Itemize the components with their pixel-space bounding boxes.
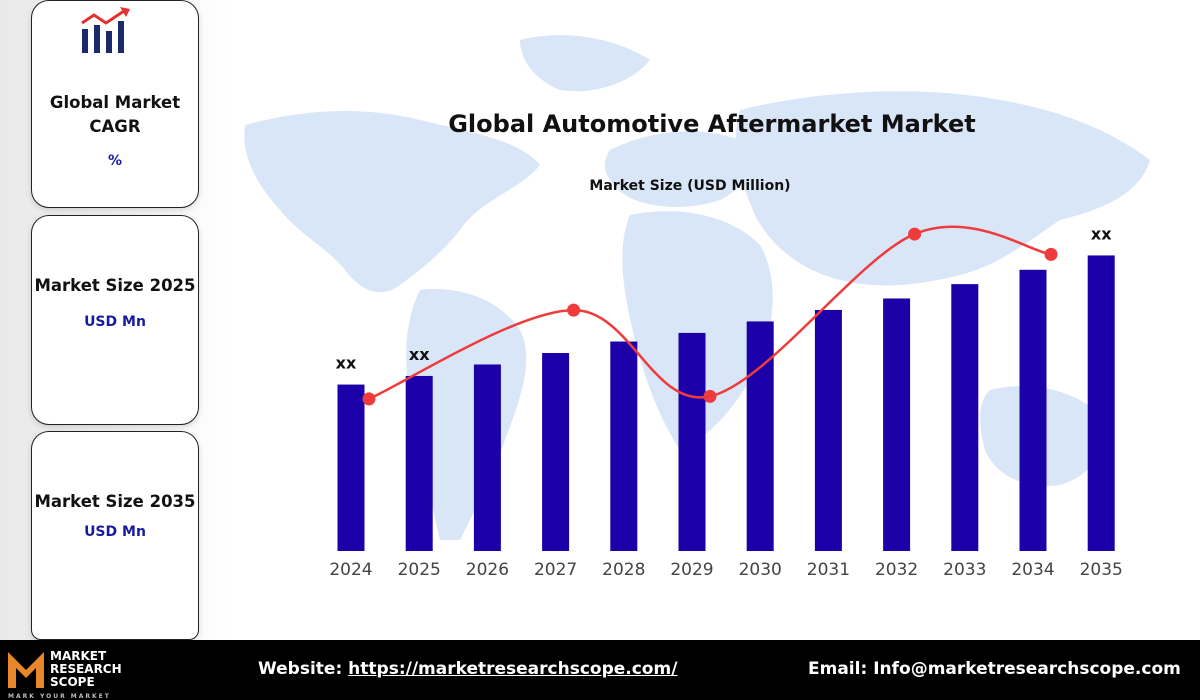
x-tick-2035: 2035 <box>1080 560 1123 580</box>
x-tick-2033: 2033 <box>943 560 986 580</box>
logo-line-1: MARKET <box>50 649 107 663</box>
x-tick-2032: 2032 <box>875 560 918 580</box>
x-tick-2027: 2027 <box>534 560 577 580</box>
trend-line <box>362 225 1058 406</box>
x-tick-2029: 2029 <box>670 560 713 580</box>
data-label-2035: xx <box>1091 224 1112 243</box>
x-tick-2034: 2034 <box>1011 560 1054 580</box>
cagr-card-title: Global Market CAGR <box>49 93 181 136</box>
trend-point-2032 <box>908 227 922 241</box>
bar-2031 <box>814 309 842 551</box>
growth-chart-icon <box>81 7 130 53</box>
email-info: Email: Info@marketresearchscope.com <box>808 659 1181 679</box>
logo-tagline: MARK YOUR MARKET <box>8 693 111 700</box>
market-size-2035-title: Market Size 2035 <box>34 492 196 511</box>
world-map-background <box>244 35 1150 540</box>
company-logo: MARKET RESEARCH SCOPE MARK YOUR MARKET <box>6 644 146 700</box>
website-link[interactable]: https://marketresearchscope.com/ <box>348 659 678 679</box>
bar-2024 <box>337 384 365 551</box>
chart-title: Global Automotive Aftermarket Market <box>448 110 976 138</box>
trend-point-2034 <box>1044 247 1058 261</box>
bar-2027 <box>542 353 570 551</box>
data-label-2025: xx <box>409 345 430 364</box>
x-axis-ticks: 2024 2025 2026 2027 2028 2029 2030 2031 2032 2033… <box>329 560 1122 580</box>
bar-2034 <box>1019 269 1047 551</box>
market-size-2025-unit: USD Mn <box>84 314 146 330</box>
cagr-card: Global Market CAGR % <box>31 0 199 208</box>
email-label: Email: <box>808 659 868 679</box>
market-size-2025-card: Market Size 2025 USD Mn <box>31 215 199 425</box>
market-size-2035-card: Market Size 2035 USD Mn <box>31 431 199 640</box>
x-tick-2025: 2025 <box>398 560 441 580</box>
x-tick-2031: 2031 <box>807 560 850 580</box>
chart-subtitle: Market Size (USD Million) <box>589 178 790 194</box>
bar-2035 <box>1087 255 1115 551</box>
website-info: Website: https://marketresearchscope.com… <box>258 659 677 679</box>
bar-2028 <box>610 341 638 551</box>
logo-m-icon <box>8 652 44 688</box>
trend-point-2029 <box>703 389 717 403</box>
x-tick-2026: 2026 <box>466 560 509 580</box>
data-labels: xx xx xx <box>336 224 1113 372</box>
logo-line-3: SCOPE <box>50 675 95 689</box>
logo-line-2: RESEARCH <box>50 662 122 676</box>
bars <box>337 255 1115 551</box>
bar-2033 <box>951 284 979 551</box>
market-size-2025-title: Market Size 2025 <box>34 276 196 295</box>
website-label: Website: <box>258 659 343 679</box>
bar-2029 <box>678 332 706 551</box>
email-value[interactable]: Info@marketresearchscope.com <box>873 659 1181 679</box>
x-tick-2024: 2024 <box>329 560 372 580</box>
bar-2030 <box>746 321 774 551</box>
bar-2025 <box>405 375 433 551</box>
trend-point-2027 <box>567 303 581 317</box>
cagr-card-value: % <box>107 153 123 169</box>
data-label-2024: xx <box>336 354 357 373</box>
trend-point-2024 <box>362 392 376 406</box>
market-size-2035-unit: USD Mn <box>84 524 146 540</box>
x-tick-2030: 2030 <box>739 560 782 580</box>
bar-2032 <box>883 298 911 551</box>
footer: MARKET RESEARCH SCOPE MARK YOUR MARKET W… <box>0 640 1200 700</box>
bar-2026 <box>473 364 501 551</box>
x-tick-2028: 2028 <box>602 560 645 580</box>
